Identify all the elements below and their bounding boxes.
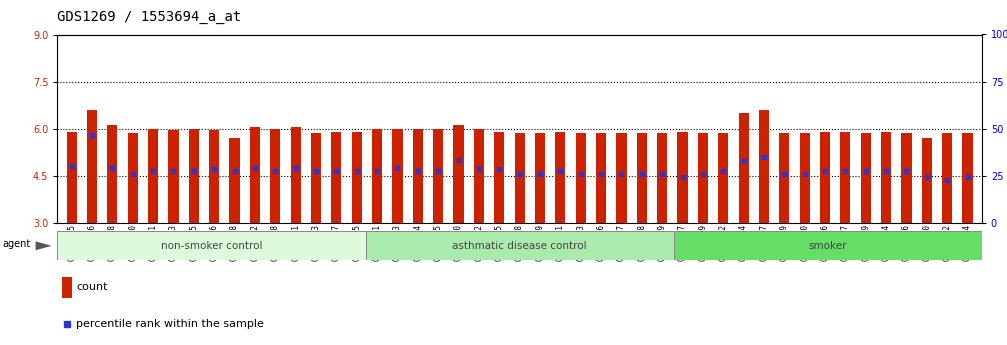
Bar [515, 133, 525, 223]
Bar [901, 133, 911, 223]
Polygon shape [35, 241, 51, 250]
Bar [393, 129, 403, 223]
Bar [657, 133, 668, 223]
Bar [250, 127, 260, 223]
Bar [861, 133, 871, 223]
Bar [698, 133, 708, 223]
Text: smoker: smoker [809, 241, 847, 251]
Bar [474, 129, 484, 223]
Bar [576, 133, 586, 223]
Bar [168, 130, 178, 223]
Bar [636, 133, 646, 223]
Bar [616, 133, 626, 223]
Bar [535, 133, 545, 223]
Text: count: count [77, 282, 108, 292]
Bar [62, 277, 71, 298]
Bar [57, 231, 366, 260]
Bar [759, 110, 769, 223]
Bar [779, 133, 789, 223]
Bar [678, 132, 688, 223]
Bar [188, 129, 199, 223]
Bar [433, 129, 443, 223]
Text: agent: agent [3, 239, 31, 249]
Bar [718, 133, 728, 223]
Bar [209, 130, 220, 223]
Bar [230, 138, 240, 223]
Text: percentile rank within the sample: percentile rank within the sample [77, 319, 264, 329]
Bar [963, 133, 973, 223]
Bar [453, 125, 463, 223]
Bar [820, 132, 830, 223]
Bar [413, 129, 423, 223]
Bar [148, 129, 158, 223]
Text: non-smoker control: non-smoker control [161, 241, 262, 251]
Bar [270, 129, 280, 223]
Bar [555, 132, 565, 223]
Bar [108, 125, 118, 223]
Bar [311, 133, 321, 223]
Bar [66, 132, 77, 223]
Text: GDS1269 / 1553694_a_at: GDS1269 / 1553694_a_at [57, 10, 242, 24]
Bar [800, 133, 810, 223]
Bar [128, 133, 138, 223]
Bar [291, 127, 301, 223]
Text: asthmatic disease control: asthmatic disease control [452, 241, 587, 251]
Bar [840, 132, 851, 223]
Bar [372, 129, 383, 223]
Bar [674, 231, 982, 260]
Bar [943, 133, 953, 223]
Bar [596, 133, 606, 223]
Bar [738, 113, 748, 223]
Bar [331, 132, 341, 223]
Bar [494, 132, 505, 223]
Bar [87, 110, 97, 223]
Bar [351, 132, 362, 223]
Bar [921, 138, 931, 223]
Bar [366, 231, 674, 260]
Bar [881, 132, 891, 223]
